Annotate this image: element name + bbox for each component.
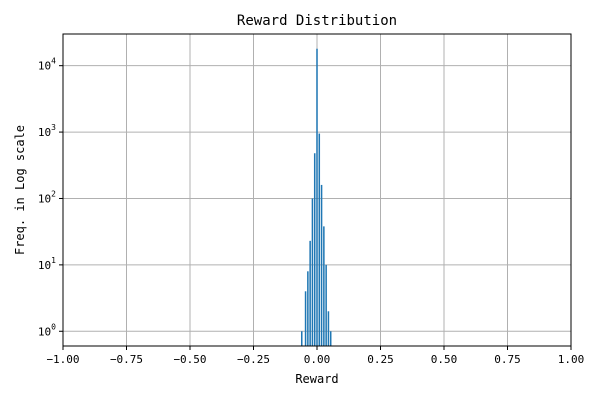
histogram-bar bbox=[325, 264, 327, 346]
y-tick-label: 103 bbox=[38, 123, 56, 139]
y-tick-label: 104 bbox=[38, 57, 56, 73]
x-tick-label: −0.25 bbox=[237, 353, 270, 366]
histogram-bar bbox=[300, 331, 303, 346]
x-tick-label: 0.25 bbox=[367, 353, 394, 366]
y-tick-label: 100 bbox=[38, 322, 56, 338]
histogram-bars bbox=[300, 48, 332, 346]
x-tick-label: 0.75 bbox=[494, 353, 521, 366]
x-axis-ticks: −1.00 −0.75 −0.50 −0.25 0.00 0.25 0.50 0.75 1.00 bbox=[46, 346, 584, 366]
histogram-bar bbox=[318, 133, 321, 346]
chart-title: Reward Distribution bbox=[237, 13, 397, 29]
histogram-bar bbox=[327, 311, 330, 346]
x-tick-label: −0.50 bbox=[173, 353, 206, 366]
histogram-bar bbox=[313, 153, 316, 346]
x-tick-label: 0.50 bbox=[431, 353, 458, 366]
y-axis-ticks: 100 101 102 103 104 bbox=[38, 57, 63, 338]
x-tick-label: 0.00 bbox=[304, 353, 331, 366]
x-tick-label: 1.00 bbox=[558, 353, 585, 366]
histogram-bar bbox=[316, 48, 318, 346]
histogram-bar bbox=[320, 184, 323, 346]
y-axis-label: Freq. in Log scale bbox=[13, 125, 27, 255]
histogram-bar bbox=[329, 331, 332, 346]
histogram-bar bbox=[323, 226, 325, 346]
x-tick-label: −1.00 bbox=[46, 353, 79, 366]
x-axis-label: Reward bbox=[295, 372, 338, 386]
histogram-bar bbox=[311, 198, 314, 346]
y-tick-label: 102 bbox=[38, 189, 56, 205]
x-tick-label: −0.75 bbox=[110, 353, 143, 366]
histogram-bar bbox=[307, 271, 309, 346]
histogram-bar bbox=[304, 291, 307, 346]
y-tick-label: 101 bbox=[38, 256, 56, 272]
histogram-bar bbox=[309, 240, 311, 346]
